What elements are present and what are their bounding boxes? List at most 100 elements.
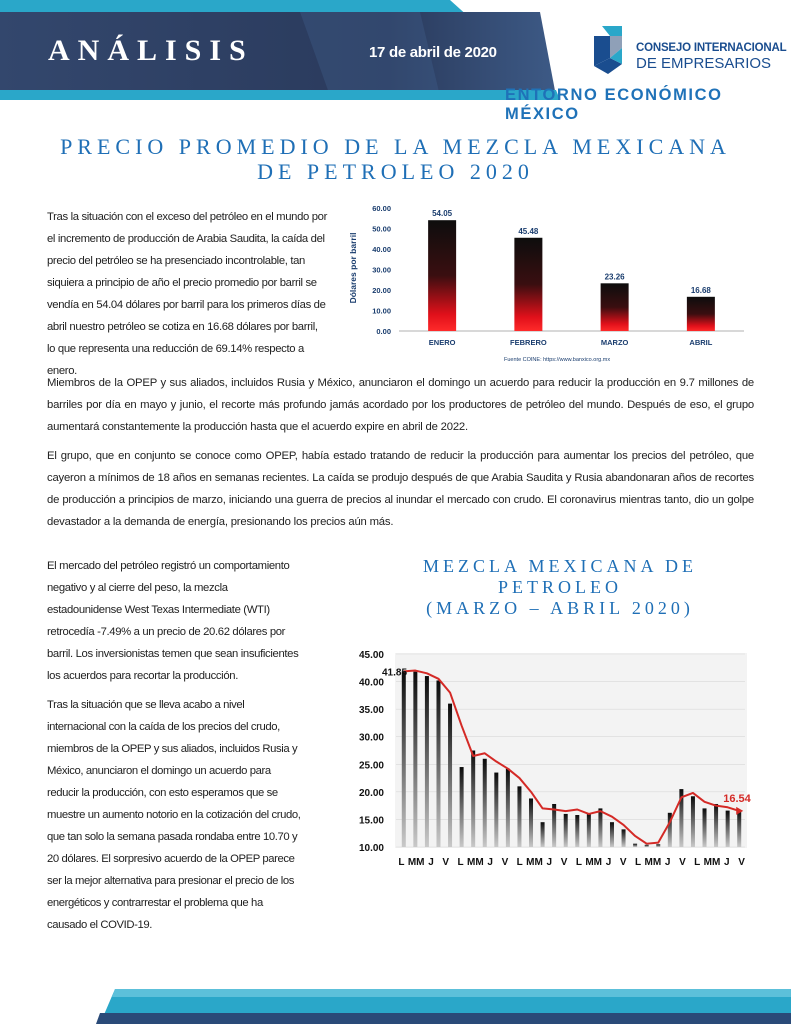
chart1-y-tick-1: 10.00 bbox=[372, 307, 391, 316]
chart2-y-tick-2: 20.00 bbox=[359, 788, 384, 799]
header-banner bbox=[0, 0, 560, 100]
chart2-bar-19 bbox=[621, 829, 626, 847]
chart1-y-tick-4: 40.00 bbox=[372, 245, 391, 254]
chart1-bar-enero bbox=[428, 220, 457, 331]
chart1-y-axis-label: Dólares por barril bbox=[348, 233, 358, 304]
chart1-bar-abril bbox=[686, 296, 715, 331]
chart2-y-tick-4: 30.00 bbox=[359, 733, 384, 744]
chart2-x-tick-22: J bbox=[724, 857, 730, 868]
chart2-x-tick-9: MM bbox=[526, 857, 543, 868]
chart1-y-tick-5: 50.00 bbox=[372, 225, 391, 234]
chart2-first-value-label: 41.85 bbox=[382, 667, 407, 678]
section-title: ANÁLISIS bbox=[48, 34, 254, 67]
chart2-bar-2 bbox=[424, 676, 429, 847]
chart2-bar-13 bbox=[552, 803, 557, 847]
chart1-y-tick-2: 20.00 bbox=[372, 286, 391, 295]
chart1-y-tick-6: 60.00 bbox=[372, 204, 391, 213]
paragraph-outlook: Tras la situación que se lleva acabo a n… bbox=[47, 699, 301, 931]
chart2-x-tick-14: J bbox=[606, 857, 612, 868]
chart2-bar-1 bbox=[413, 671, 418, 847]
paragraph-price-war: El grupo, que en conjunto se conoce como… bbox=[47, 450, 754, 528]
chart2-x-tick-1: MM bbox=[408, 857, 425, 868]
chart2-y-tick-5: 35.00 bbox=[359, 705, 384, 716]
chart2-bar-14 bbox=[563, 813, 568, 847]
paragraph-wti: El mercado del petróleo registró un comp… bbox=[47, 560, 299, 682]
chart2-x-tick-20: L bbox=[694, 857, 700, 868]
chart1-bar-marzo bbox=[600, 283, 629, 331]
footer-banner bbox=[96, 989, 791, 1024]
chart2-x-tick-19: V bbox=[679, 857, 686, 868]
report-subtitle: ENTORNO ECONÓMICO MÉXICO bbox=[505, 86, 723, 123]
chart2-x-tick-0: L bbox=[398, 857, 404, 868]
chart2-y-tick-7: 45.00 bbox=[359, 650, 384, 661]
chart2-x-tick-11: V bbox=[561, 857, 568, 868]
chart2-y-tick-6: 40.00 bbox=[359, 678, 384, 689]
chart2-x-tick-7: V bbox=[502, 857, 509, 868]
chart2-bar-28 bbox=[725, 810, 730, 847]
chart2-x-tick-4: L bbox=[458, 857, 464, 868]
chart2-bar-0 bbox=[401, 671, 406, 847]
chart2-y-tick-0: 10.00 bbox=[359, 843, 384, 854]
chart2-bar-8 bbox=[494, 772, 499, 847]
chart2-bar-5 bbox=[459, 767, 464, 847]
chart2-bar-15 bbox=[575, 815, 580, 847]
chart2-bar-16 bbox=[586, 813, 591, 847]
monthly-price-bar-chart: 0.00 10.00 20.00 30.00 40.00 50.00 60.00 54.05… bbox=[348, 204, 744, 363]
chart1-data-label-0: 54.05 bbox=[432, 209, 453, 218]
chart1-data-label-1: 45.48 bbox=[518, 227, 539, 236]
publication-date: 17 de abril de 2020 bbox=[369, 44, 497, 61]
chart2-title: MEZCLA MEXICANA DE PETROLEO (MARZO – ABR… bbox=[395, 556, 725, 619]
chart2-bar-26 bbox=[702, 808, 707, 847]
chart2-x-tick-6: J bbox=[487, 857, 493, 868]
chart2-x-tick-15: V bbox=[620, 857, 627, 868]
chart2-bar-23 bbox=[667, 812, 672, 847]
company-logo-icon bbox=[594, 26, 622, 74]
chart2-x-tick-5: MM bbox=[467, 857, 484, 868]
chart1-category-label-1: FEBRERO bbox=[510, 338, 547, 347]
logo-text-line1: CONSEJO INTERNACIONAL bbox=[636, 42, 787, 54]
chart2-x-tick-17: MM bbox=[645, 857, 662, 868]
chart2-bar-17 bbox=[598, 808, 603, 847]
chart2-bar-18 bbox=[609, 822, 614, 847]
chart2-bar-10 bbox=[517, 786, 522, 847]
chart2-bar-12 bbox=[540, 822, 545, 847]
chart2-y-tick-1: 15.00 bbox=[359, 815, 384, 826]
chart2-bar-21 bbox=[644, 844, 649, 847]
chart2-x-tick-8: L bbox=[517, 857, 523, 868]
chart2-y-tick-3: 25.00 bbox=[359, 760, 384, 771]
logo-text-line2: DE EMPRESARIOS bbox=[636, 55, 772, 72]
chart2-bar-7 bbox=[482, 758, 487, 847]
daily-price-chart: 10.00 15.00 20.00 25.00 30.00 35.00 40.00 45.00… bbox=[359, 650, 752, 868]
chart2-bar-4 bbox=[448, 703, 453, 847]
chart2-bar-20 bbox=[633, 843, 638, 847]
chart2-title-line3: (MARZO – ABRIL 2020) bbox=[426, 598, 694, 618]
page-title-line2: DE PETROLEO 2020 bbox=[257, 159, 534, 184]
chart2-bar-6 bbox=[471, 750, 476, 847]
chart2-x-tick-10: J bbox=[547, 857, 553, 868]
chart1-data-label-2: 23.26 bbox=[605, 272, 626, 281]
chart1-source-note: Fuente COINE: https://www.banxico.org.mx bbox=[504, 357, 610, 363]
chart2-x-tick-16: L bbox=[635, 857, 641, 868]
page-title: PRECIO PROMEDIO DE LA MEZCLA MEXICANA DE… bbox=[40, 134, 751, 184]
chart2-x-tick-18: J bbox=[665, 857, 671, 868]
chart2-x-tick-2: J bbox=[428, 857, 434, 868]
chart2-trend-line bbox=[403, 669, 740, 845]
paragraph-intro: Tras la situación con el exceso del petr… bbox=[47, 211, 328, 377]
chart1-category-label-0: ENERO bbox=[429, 338, 456, 347]
chart1-y-tick-3: 30.00 bbox=[372, 266, 391, 275]
chart2-bar-24 bbox=[679, 789, 684, 847]
chart1-data-label-3: 16.68 bbox=[691, 286, 712, 295]
chart1-category-label-2: MARZO bbox=[601, 338, 629, 347]
page-title-line1: PRECIO PROMEDIO DE LA MEZCLA MEXICANA bbox=[60, 134, 731, 159]
chart2-x-tick-12: L bbox=[576, 857, 582, 868]
chart2-last-value-label: 16.54 bbox=[723, 793, 751, 805]
chart2-x-tick-21: MM bbox=[704, 857, 721, 868]
chart2-bar-9 bbox=[505, 768, 510, 847]
chart2-bar-3 bbox=[436, 680, 441, 847]
chart2-trend-arrow bbox=[736, 806, 744, 815]
paragraph-opep-agreement: Miembros de la OPEP y sus aliados, inclu… bbox=[47, 377, 754, 433]
chart2-x-tick-13: MM bbox=[585, 857, 602, 868]
chart1-category-label-3: ABRIL bbox=[689, 338, 712, 347]
chart2-title-line1: MEZCLA MEXICANA DE bbox=[423, 556, 697, 576]
chart2-x-tick-3: V bbox=[442, 857, 449, 868]
